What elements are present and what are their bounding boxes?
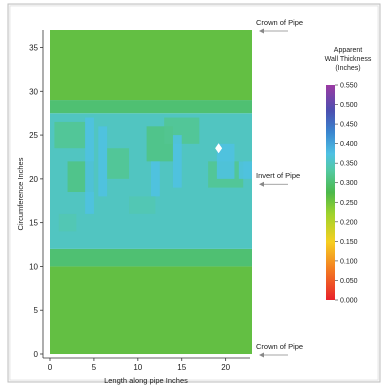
x-tick-label: 20 xyxy=(221,363,230,372)
y-tick-label: 15 xyxy=(29,219,38,228)
x-axis-label: Length along pipe Inches xyxy=(104,376,188,385)
colorbar-tick-label: 0.050 xyxy=(340,278,358,285)
y-tick-label: 5 xyxy=(34,306,39,315)
y-tick-label: 20 xyxy=(29,175,38,184)
colorbar-title-line-2: Wall Thickness xyxy=(325,56,372,63)
y-axis-label: Circumference Inches xyxy=(16,157,25,230)
colorbar-title-line-3: (Inches) xyxy=(335,65,360,72)
colorbar-tick-label: 0.350 xyxy=(340,161,358,168)
heatmap-patch xyxy=(85,117,94,214)
heatmap-band xyxy=(50,266,252,354)
colorbar-tick-label: 0.400 xyxy=(340,141,358,148)
y-axis-ticks: 0 5 10 15 20 25 30 35 xyxy=(29,44,43,359)
colorbar-tick-label: 0.200 xyxy=(340,219,358,226)
heatmap-band xyxy=(50,30,252,101)
x-axis-ticks: 0 5 10 15 20 xyxy=(48,358,231,372)
heatmap-band xyxy=(50,100,252,114)
heatmap-patch xyxy=(238,161,252,179)
heatmap-patch xyxy=(98,126,108,197)
colorbar-tick-label: 0.450 xyxy=(340,122,358,129)
colorbar-tick-label: 0.500 xyxy=(340,102,358,109)
heatmap-band xyxy=(50,248,252,267)
y-tick-label: 35 xyxy=(29,44,38,53)
x-tick-label: 5 xyxy=(92,363,97,372)
heatmap-marker xyxy=(215,143,223,154)
heatmap-patch xyxy=(129,196,156,214)
annotation-label: Invert of Pipe xyxy=(256,171,300,180)
colorbar-gradient xyxy=(326,85,335,300)
colorbar-tick-label: 0.150 xyxy=(340,239,358,246)
heatmap-patch xyxy=(54,121,86,149)
colorbar-ticks: 0.000 0.050 0.100 0.150 0.200 0.250 0.300 0.350… xyxy=(335,83,358,305)
heatmap-patch xyxy=(151,161,160,197)
annotation-label: Crown of Pipe xyxy=(256,18,303,27)
colorbar-tick-label: 0.550 xyxy=(340,83,358,90)
annotation-arrow-head xyxy=(259,352,264,358)
annotation-arrow-head xyxy=(259,28,264,34)
colorbar-tick-label: 0.300 xyxy=(340,180,358,187)
heatmap-patch xyxy=(58,213,77,232)
x-tick-label: 15 xyxy=(177,363,186,372)
colorbar-tick-label: 0.000 xyxy=(340,298,358,305)
annotation-arrow-head xyxy=(259,181,264,187)
heatmap-marker-group xyxy=(215,143,223,154)
y-tick-label: 10 xyxy=(29,262,38,271)
annotations: Crown of Pipe Invert of Pipe Crown of Pipe xyxy=(256,18,303,358)
colorbar-tick-label: 0.100 xyxy=(340,258,358,265)
y-tick-label: 25 xyxy=(29,131,38,140)
x-tick-label: 10 xyxy=(133,363,142,372)
colorbar-title-line-1: Apparent xyxy=(334,47,362,54)
x-tick-label: 0 xyxy=(48,363,53,372)
heatmap-patches xyxy=(54,117,252,232)
heatmap-patch xyxy=(107,148,130,179)
annotation-label: Crown of Pipe xyxy=(256,342,303,351)
heatmap-patch xyxy=(172,135,182,188)
colorbar-tick-label: 0.250 xyxy=(340,200,358,207)
y-tick-label: 30 xyxy=(29,87,38,96)
y-tick-label: 0 xyxy=(34,350,39,359)
heatmap-patch xyxy=(216,143,235,179)
